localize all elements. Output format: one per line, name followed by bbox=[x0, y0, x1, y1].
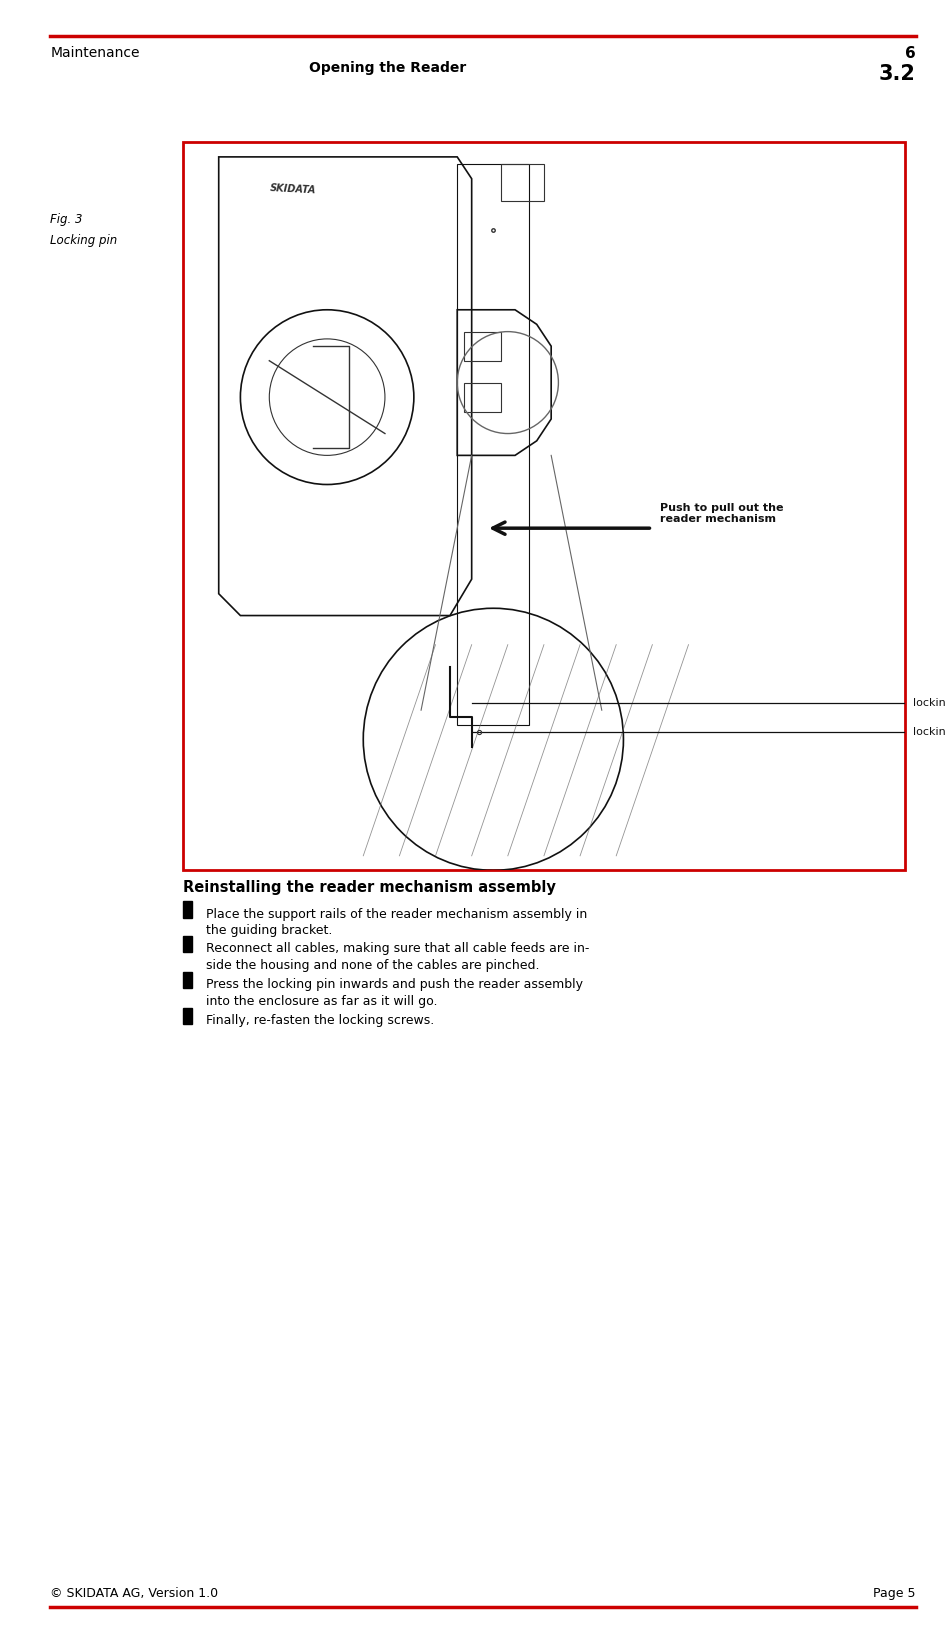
Text: locking bolt: locking bolt bbox=[913, 726, 946, 738]
Text: Locking pin: Locking pin bbox=[50, 234, 117, 247]
Text: locking pin: locking pin bbox=[913, 699, 946, 708]
Text: Push to pull out the
reader mechanism: Push to pull out the reader mechanism bbox=[659, 502, 783, 525]
Text: Press the locking pin inwards and push the reader assembly
into the enclosure as: Press the locking pin inwards and push t… bbox=[206, 978, 584, 1008]
Text: 3.2: 3.2 bbox=[879, 64, 916, 83]
Bar bbox=[183, 901, 192, 918]
Bar bbox=[183, 1008, 192, 1024]
Text: Maintenance: Maintenance bbox=[50, 46, 140, 61]
Bar bbox=[464, 332, 500, 360]
Bar bbox=[183, 142, 905, 870]
Bar bbox=[183, 972, 192, 988]
Bar bbox=[500, 164, 544, 201]
Bar bbox=[464, 383, 500, 412]
Text: Finally, re-fasten the locking screws.: Finally, re-fasten the locking screws. bbox=[206, 1014, 434, 1027]
Text: SKIDATA: SKIDATA bbox=[270, 183, 316, 195]
Text: Reinstalling the reader mechanism assembly: Reinstalling the reader mechanism assemb… bbox=[183, 880, 555, 895]
Text: Reconnect all cables, making sure that all cable feeds are in-
side the housing : Reconnect all cables, making sure that a… bbox=[206, 942, 589, 972]
Text: Opening the Reader: Opening the Reader bbox=[309, 61, 466, 75]
Text: © SKIDATA AG, Version 1.0: © SKIDATA AG, Version 1.0 bbox=[50, 1587, 219, 1600]
Text: Place the support rails of the reader mechanism assembly in
the guiding bracket.: Place the support rails of the reader me… bbox=[206, 908, 587, 937]
Text: Fig. 3: Fig. 3 bbox=[50, 213, 82, 226]
Text: 6: 6 bbox=[905, 46, 916, 61]
Bar bbox=[183, 936, 192, 952]
Text: Page 5: Page 5 bbox=[873, 1587, 916, 1600]
